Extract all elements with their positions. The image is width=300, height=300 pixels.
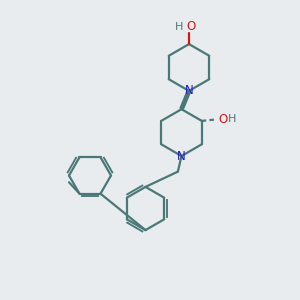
- Text: O: O: [219, 113, 228, 126]
- Text: N: N: [177, 149, 186, 163]
- Text: H: H: [175, 22, 184, 32]
- Text: N: N: [184, 84, 194, 98]
- Text: H: H: [228, 114, 237, 124]
- Text: O: O: [187, 20, 196, 33]
